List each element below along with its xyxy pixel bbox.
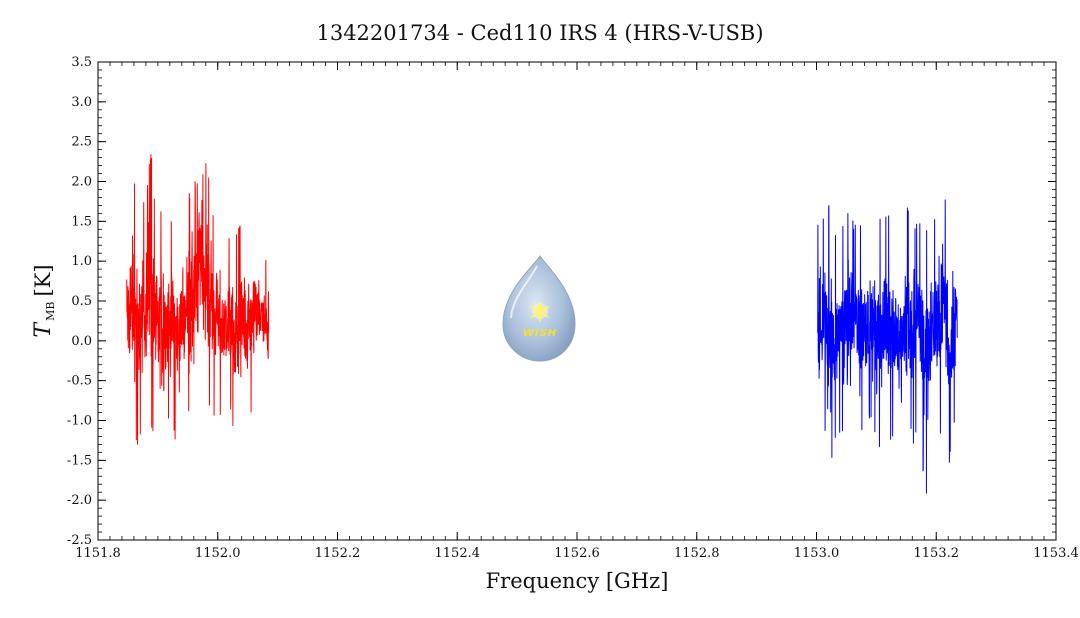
x-tick-label: 1153.4 bbox=[1033, 546, 1079, 561]
y-tick-label: -0.5 bbox=[67, 374, 92, 389]
series-layer bbox=[126, 154, 958, 494]
series-2-line bbox=[817, 199, 958, 494]
y-axis-label-subscript: MB bbox=[44, 302, 57, 321]
chart-title: 1342201734 - Ced110 IRS 4 (HRS-V-USB) bbox=[316, 21, 763, 45]
x-tick-label: 1152.2 bbox=[315, 546, 361, 561]
x-tick-label: 1152.6 bbox=[554, 546, 600, 561]
x-tick-label: 1153.2 bbox=[914, 546, 960, 561]
x-axis-label: Frequency [GHz] bbox=[486, 569, 669, 593]
y-axis-label-unit: [K] bbox=[31, 264, 55, 296]
y-tick-label: 1.0 bbox=[71, 254, 92, 269]
y-axis-label: TMB [K] bbox=[31, 264, 57, 337]
y-tick-label: 3.5 bbox=[71, 55, 92, 70]
y-tick-label: -1.5 bbox=[67, 453, 92, 468]
y-tick-label: 3.0 bbox=[71, 95, 92, 110]
y-axis-label-symbol: T bbox=[31, 321, 56, 338]
y-tick-label: 0.5 bbox=[71, 294, 92, 309]
x-tick-label: 1152.8 bbox=[674, 546, 720, 561]
wish-logo-icon: WISH bbox=[502, 255, 576, 362]
x-tick-label: 1152.4 bbox=[435, 546, 481, 561]
x-tick-labels: 1151.8 1152.0 1152.2 1152.4 1152.6 1152.8 1153… bbox=[75, 546, 1079, 561]
y-tick-label: 2.5 bbox=[71, 135, 92, 150]
y-tick-label: -2.5 bbox=[67, 533, 92, 548]
series-1-line bbox=[126, 154, 270, 445]
y-tick-labels: -2.5 -2.0 -1.5 -1.0 -0.5 0.0 0.5 1.0 1.5 2.0 2.5 3.… bbox=[67, 55, 92, 548]
axis-ticks bbox=[97, 61, 1057, 541]
x-tick-label: 1151.8 bbox=[75, 546, 121, 561]
y-tick-label: 1.5 bbox=[71, 214, 92, 229]
svg-text:TMB[K]: TMB [K] bbox=[31, 264, 57, 337]
y-tick-label: -2.0 bbox=[67, 493, 92, 508]
y-tick-label: -1.0 bbox=[67, 414, 92, 429]
y-tick-label: 2.0 bbox=[71, 175, 92, 190]
x-tick-label: 1152.0 bbox=[195, 546, 241, 561]
x-tick-label: 1153.0 bbox=[794, 546, 840, 561]
y-tick-label: 0.0 bbox=[71, 334, 92, 349]
logo-text: WISH bbox=[523, 328, 557, 339]
